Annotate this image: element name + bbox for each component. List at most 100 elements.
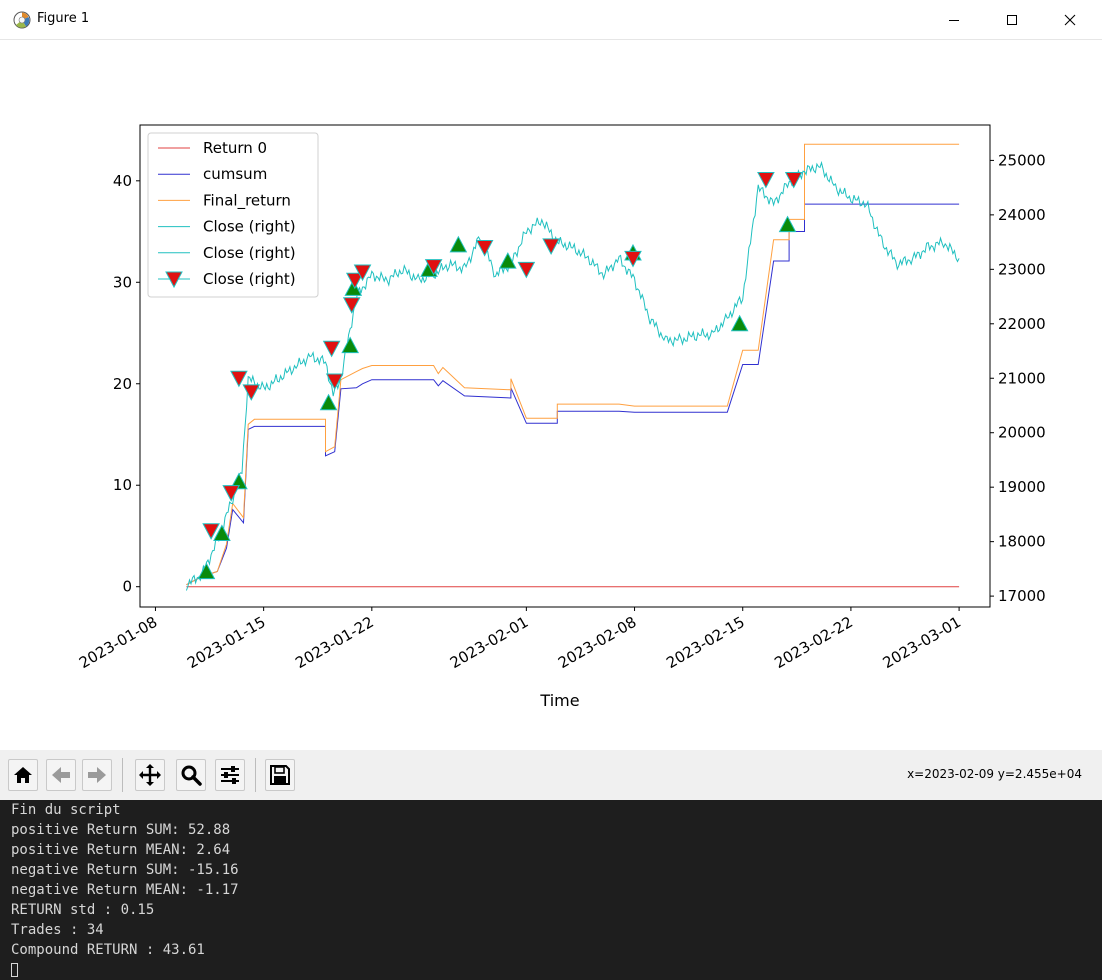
console-line: Trades : 34	[11, 922, 104, 938]
home-button[interactable]	[8, 759, 38, 791]
series-line-3	[185, 160, 960, 591]
legend-label-1: cumsum	[203, 165, 267, 183]
toolbar-separator	[122, 758, 123, 792]
sell-marker-5	[325, 373, 344, 391]
legend-label-5: Close (right)	[203, 270, 296, 288]
buy-marker-11	[778, 215, 797, 233]
toolbar-separator	[255, 758, 256, 792]
x-tick-label-6: 2023-02-22	[771, 613, 856, 672]
close-icon	[1064, 14, 1076, 25]
console-line: negative Return SUM: -15.16	[11, 862, 239, 878]
sell-marker-3	[242, 384, 261, 401]
buy-marker-5	[344, 279, 363, 296]
left-tick-label-0: 0	[122, 578, 132, 596]
sell-marker-6	[342, 297, 361, 314]
buy-marker-0	[197, 562, 216, 580]
sell-marker-14	[757, 171, 775, 189]
sell-marker-9	[424, 259, 443, 276]
minimize-icon	[949, 19, 959, 21]
console-line: negative Return MEAN: -1.17	[11, 882, 239, 898]
right-tick-label-0: 17000	[998, 587, 1046, 605]
window-title: Figure 1	[37, 11, 90, 26]
navigation-toolbar: x=2023-02-09 y=2.455e+04	[0, 750, 1102, 800]
console-line: Fin du script	[11, 802, 121, 818]
x-tick-label-0: 2023-01-08	[76, 613, 161, 672]
left-tick-label-1: 10	[113, 476, 132, 494]
x-tick-label-4: 2023-02-08	[555, 613, 640, 672]
forward-button[interactable]	[82, 759, 112, 791]
legend-label-4: Close (right)	[203, 244, 296, 262]
x-tick-label-2: 2023-01-22	[292, 613, 377, 672]
buy-marker-1	[213, 524, 231, 541]
title-bar[interactable]: Figure 1	[0, 0, 1102, 40]
right-tick-label-7: 24000	[998, 206, 1046, 224]
series-line-2	[186, 143, 960, 586]
maximize-button[interactable]	[983, 0, 1041, 39]
pan-move-icon	[139, 764, 161, 786]
console-cursor-line	[11, 960, 1102, 980]
console-line: Compound RETURN : 43.61	[11, 942, 205, 958]
text-cursor	[11, 963, 18, 977]
close-button[interactable]	[1041, 0, 1099, 39]
plot-frame	[139, 124, 991, 608]
legend-label-2: Final_return	[203, 191, 291, 210]
legend-label-3: Close (right)	[203, 218, 296, 236]
buy-marker-4	[341, 336, 360, 354]
zoom-magnifier-icon	[181, 765, 202, 786]
right-tick-label-5: 22000	[998, 315, 1046, 333]
figure-canvas[interactable]: 0 10 20 30 40 17000 18000 19000 20000 21000 22000 2…	[0, 40, 1102, 750]
buy-marker-8	[498, 252, 517, 269]
right-tick-label-4: 21000	[998, 369, 1046, 387]
right-tick-label-3: 20000	[998, 424, 1046, 442]
forward-arrow-icon	[88, 767, 106, 783]
left-tick-label-3: 30	[113, 273, 132, 291]
x-tick-label-3: 2023-02-01	[447, 613, 532, 672]
terminal-output[interactable]: Fin du script positive Return SUM: 52.88…	[0, 800, 1102, 977]
back-button[interactable]	[46, 759, 76, 791]
left-tick-label-4: 40	[113, 172, 132, 190]
back-arrow-icon	[52, 767, 70, 783]
figure-window: Figure 1 0 10 20 30 40 17000 18000 19000 20000 21…	[0, 0, 1102, 800]
buy-marker-3	[319, 393, 338, 411]
x-tick-label-1: 2023-01-15	[184, 613, 269, 672]
sell-marker-8	[353, 264, 372, 282]
sell-marker-12	[542, 238, 560, 255]
sliders-icon	[221, 766, 239, 784]
buy-marker-10	[730, 314, 749, 332]
right-tick-label-8: 25000	[998, 151, 1046, 169]
sell-marker-0	[202, 523, 220, 540]
sell-marker-15	[784, 171, 803, 189]
matplotlib-app-icon	[13, 11, 31, 29]
maximize-icon	[1007, 14, 1017, 25]
right-tick-label-6: 23000	[998, 260, 1046, 278]
cursor-coordinates: x=2023-02-09 y=2.455e+04	[907, 767, 1082, 781]
pan-button[interactable]	[135, 759, 165, 791]
console-line: positive Return SUM: 52.88	[11, 822, 231, 838]
sell-marker-11	[517, 261, 536, 279]
sell-marker-4	[322, 340, 341, 358]
right-tick-label-2: 19000	[998, 478, 1046, 496]
sell-marker-7	[345, 272, 364, 290]
zoom-button[interactable]	[176, 759, 206, 791]
minimize-button[interactable]	[925, 0, 983, 39]
legend-label-0: Return 0	[203, 139, 267, 157]
save-figure-button[interactable]	[265, 759, 295, 791]
sell-marker-1	[222, 485, 241, 502]
x-tick-label-7: 2023-03-01	[880, 613, 965, 672]
chart[interactable]: 0 10 20 30 40 17000 18000 19000 20000 21000 22000 2…	[0, 40, 1102, 750]
buy-marker-7	[449, 235, 468, 253]
legend-box	[147, 132, 319, 298]
sell-marker-2	[230, 370, 248, 388]
left-tick-label-2: 20	[113, 375, 132, 393]
buy-marker-2	[230, 472, 248, 490]
home-icon	[14, 767, 32, 783]
legend-marker-5	[165, 271, 183, 289]
floppy-disk-icon	[270, 765, 290, 785]
configure-subplots-button[interactable]	[215, 759, 245, 791]
x-axis-label: Time	[539, 691, 579, 710]
x-tick-label-5: 2023-02-15	[663, 613, 748, 672]
sell-marker-13	[624, 250, 642, 268]
console-line: RETURN std : 0.15	[11, 902, 155, 918]
console-line: positive Return MEAN: 2.64	[11, 842, 231, 858]
right-tick-label-1: 18000	[998, 533, 1046, 551]
